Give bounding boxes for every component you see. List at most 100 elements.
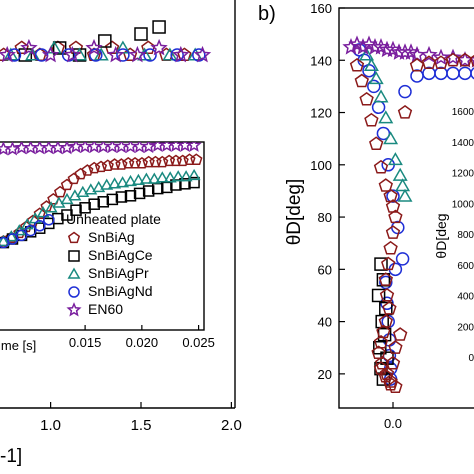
- left-inset-point-2-3: [20, 218, 34, 230]
- left-inset-point-0-16: [108, 158, 121, 170]
- left-inset-point-3-2: [15, 229, 28, 242]
- b-inset-y-tick-label-5: 600: [457, 261, 474, 272]
- left-inset-point-3-5: [43, 214, 55, 226]
- left-inset-point-2-23: [179, 170, 193, 182]
- b-point-0-3: [367, 79, 381, 94]
- b-point-4-33: [433, 55, 449, 69]
- legend-entry-2: SnBiAgPr: [88, 265, 149, 281]
- legend-entry-1: SnBiAgCe: [88, 247, 153, 263]
- b-point-4-32: [421, 55, 437, 69]
- left-inset-point-0-13: [88, 161, 101, 174]
- left-main-point-4-5: [106, 45, 125, 63]
- left-inset-point-2-15: [116, 176, 130, 188]
- left-inset-point-1-16: [142, 185, 155, 197]
- left-inset-point-2-12: [92, 180, 106, 193]
- b-point-1-3: [373, 89, 389, 103]
- left-main-point-0-1: [14, 40, 29, 55]
- b-point-4-34: [445, 52, 461, 67]
- legend-marker-0: [67, 231, 81, 244]
- legend-entry-3: SnBiAgNd: [88, 283, 153, 299]
- left-main-point-0-6: [104, 40, 120, 55]
- b-point-4-12: [381, 256, 396, 271]
- left-inset-point-0-18: [122, 156, 135, 169]
- b-x-tick-label-0: 0.0: [384, 416, 402, 431]
- left-inset-legend: Unheated plate SnBiAg SnBiAgCe SnBiAgPr SnB…: [66, 211, 161, 317]
- left-main-x-tick-label-0: 1.0: [40, 417, 61, 434]
- left-main-point-4-7: [150, 38, 168, 56]
- b-point-3-12: [420, 45, 438, 63]
- b-point-4-31: [409, 57, 425, 72]
- b-point-1-6: [387, 152, 403, 166]
- b-point-3-14: [444, 48, 462, 66]
- b-point-0-23: [458, 66, 472, 81]
- b-point-4-3: [364, 112, 379, 127]
- left-inset-point-0-15: [101, 159, 114, 171]
- left-inset-point-2-18: [139, 172, 153, 184]
- left-inset-point-0-25: [169, 154, 182, 167]
- left-main-point-4-3: [63, 45, 82, 63]
- left-inset-panel: 0.015 0.020 0.025 ime [s] Unheated plate S…: [0, 141, 215, 353]
- left-main-point-3-3: [89, 48, 103, 62]
- left-main-point-4-6: [128, 45, 147, 63]
- b-point-0-21: [434, 66, 448, 81]
- left-main-point-3-0: [7, 48, 22, 62]
- legend-entry-4: EN60: [88, 301, 123, 317]
- left-inset-point-0-22: [149, 155, 162, 168]
- left-inset-point-3-4: [33, 220, 46, 232]
- b-point-2-6: [373, 340, 387, 355]
- b-point-0-19: [410, 69, 424, 83]
- b-y-tick-label-5: 120: [310, 106, 332, 121]
- panel-b: b) 20 40 60 80 100 120 140 160 0.0 θD[deg] 1600…: [258, 1, 474, 431]
- left-inset-point-2-22: [171, 170, 185, 182]
- legend-title: Unheated plate: [66, 211, 161, 227]
- left-inset-point-0-26: [176, 154, 189, 167]
- panel-b-frame: [338, 7, 474, 409]
- b-point-4-2: [359, 91, 374, 106]
- left-inset-point-0-11: [74, 167, 87, 180]
- b-point-4-29: [393, 327, 408, 341]
- left-inset-x-tick-label-2: 0.025: [182, 335, 215, 350]
- b-point-4-0: [349, 57, 365, 72]
- left-main-point-3-5: [143, 48, 157, 62]
- left-inset-point-0-19: [128, 156, 142, 169]
- b-point-4-10: [385, 225, 401, 239]
- left-inset-point-0-20: [135, 156, 148, 169]
- b-point-1-2: [368, 71, 384, 85]
- b-point-0-8: [391, 220, 405, 235]
- left-inset-point-0-23: [156, 155, 169, 168]
- left-main-point-1-4: [134, 27, 148, 41]
- left-main-point-2-7: [162, 47, 178, 61]
- b-point-3-6: [378, 40, 396, 58]
- left-main-panel: 1.0 1.5 2.0 -1]: [0, 0, 242, 467]
- b-y-tick-label-0: 20: [318, 367, 332, 382]
- left-inset-point-2-24: [187, 168, 201, 181]
- b-point-2-0: [374, 257, 388, 271]
- left-main-point-4-8: [172, 45, 190, 63]
- left-inset-point-2-11: [84, 183, 98, 195]
- b-point-0-20: [422, 66, 436, 81]
- left-main-marks: [0, 20, 212, 63]
- left-main-point-1-3: [98, 34, 112, 48]
- b-y-tick-label-3: 80: [318, 210, 332, 225]
- b-y-tick-label-1: 40: [318, 315, 332, 330]
- legend-marker-2: [67, 267, 81, 279]
- left-inset-point-2-20: [155, 171, 169, 183]
- left-inset-point-0-28: [190, 153, 203, 165]
- b-inset-y-tick-label-1: 1400: [452, 138, 474, 149]
- b-point-4-19: [371, 345, 386, 360]
- panel-b-inset-y-label: θD[deg: [433, 213, 449, 258]
- left-inset-x-label-fragment: ime [s]: [0, 338, 36, 353]
- b-y-tick-label-6: 140: [310, 53, 332, 68]
- b-y-tick-label-4: 100: [310, 158, 332, 173]
- left-inset-point-2-14: [108, 177, 122, 189]
- left-main-point-3-4: [116, 48, 130, 62]
- b-point-0-11: [380, 296, 394, 311]
- left-inset-point-1-9: [79, 202, 91, 214]
- b-point-4-4: [369, 136, 384, 150]
- b-point-4-35: [457, 52, 473, 67]
- panel-b-inset: 1600 1400 1200 1000 800 600 400 200 0 θD[deg: [433, 107, 474, 364]
- b-point-1-9: [397, 188, 413, 202]
- left-inset-point-1-10: [88, 198, 100, 210]
- panel-b-inset-y-ticks: 1600 1400 1200 1000 800 600 400 200 0: [452, 107, 474, 364]
- b-inset-y-tick-label-6: 400: [457, 292, 474, 303]
